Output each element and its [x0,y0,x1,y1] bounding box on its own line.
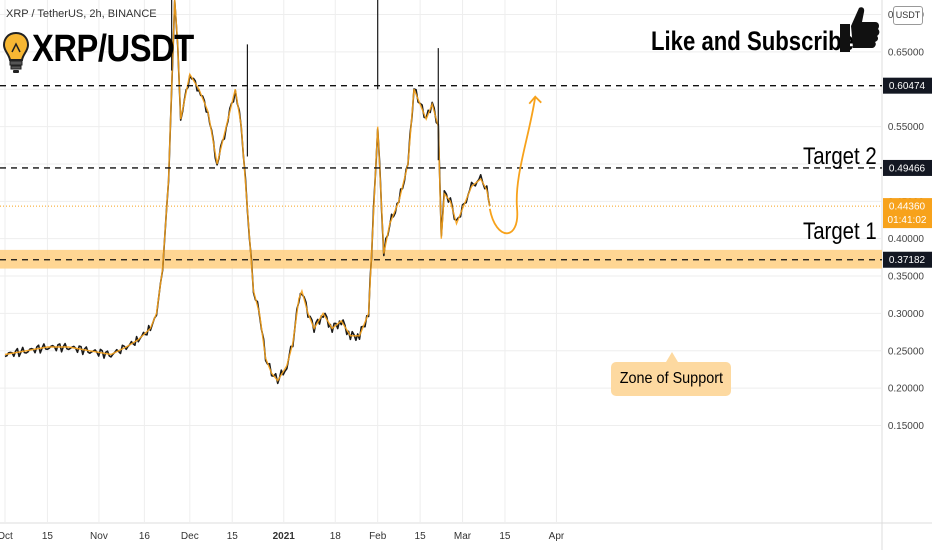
symbol-info: XRP / TetherUS, 2h, BINANCE [6,8,157,20]
target-1-label: Target 1 [803,218,877,245]
y-tick-label: 0.40000 [888,234,925,245]
countdown-value: 01:41:02 [888,215,927,226]
thumbs-up-icon [840,7,880,52]
x-tick-label: Nov [90,531,108,542]
x-tick-label: Oct [0,531,13,542]
x-tick-label: 15 [415,531,427,542]
support-label-pointer [666,352,678,362]
y-tick-label: 0.25000 [888,346,925,357]
level-marker-bg [883,251,932,268]
y-tick-label: 0.30000 [888,309,925,320]
level-marker-value: 0.37182 [889,255,926,266]
x-tick-label: Apr [549,531,565,542]
y-tick-label: 0.55000 [888,122,925,133]
level-marker-bg [883,77,932,94]
x-tick-label: 15 [42,531,54,542]
level-marker-bg [883,159,932,176]
price-line-series [4,0,491,382]
currency-badge[interactable]: USDT [893,6,923,25]
x-tick-label: Dec [181,531,199,542]
current-price-marker [883,198,932,229]
y-tick-label: 0.20000 [888,384,925,395]
x-tick-label: 18 [330,531,342,542]
target-2-label: Target 2 [803,143,877,170]
x-tick-label: Feb [369,531,387,542]
like-subscribe-text: Like and Subscribe [651,26,855,56]
x-tick-label: 16 [139,531,151,542]
x-tick-label: 15 [227,531,239,542]
lightbulb-icon [2,31,30,73]
current-price-value: 0.44360 [889,202,926,213]
page-title: XRP/USDT [32,28,194,70]
projection-arrowhead [528,95,542,105]
x-tick-label: Mar [454,531,472,542]
y-tick-label: 0.65000 [888,47,925,58]
y-tick-label: 0.15000 [888,421,925,432]
y-tick-label: 0.35000 [888,272,925,283]
support-zone-text: Zone of Support [619,370,723,387]
projection-arrow [488,96,537,235]
level-marker-value: 0.49466 [889,163,926,174]
x-tick-label: 2021 [273,531,296,542]
support-zone-label: Zone of Support [611,362,731,396]
level-marker-value: 0.60474 [889,81,926,92]
x-tick-label: 15 [499,531,511,542]
